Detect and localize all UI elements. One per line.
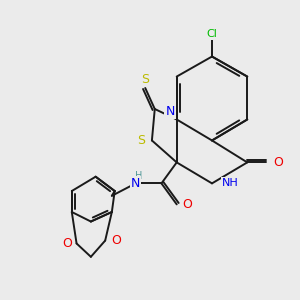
Text: Cl: Cl [207,28,218,39]
Text: S: S [141,73,149,86]
Text: S: S [137,134,145,147]
Text: N: N [131,177,140,190]
Text: O: O [273,156,283,169]
Text: NH: NH [221,178,238,188]
Text: O: O [62,237,72,250]
Text: H: H [135,171,142,181]
Text: O: O [182,198,192,211]
Text: O: O [111,234,121,247]
Text: N: N [165,105,175,118]
